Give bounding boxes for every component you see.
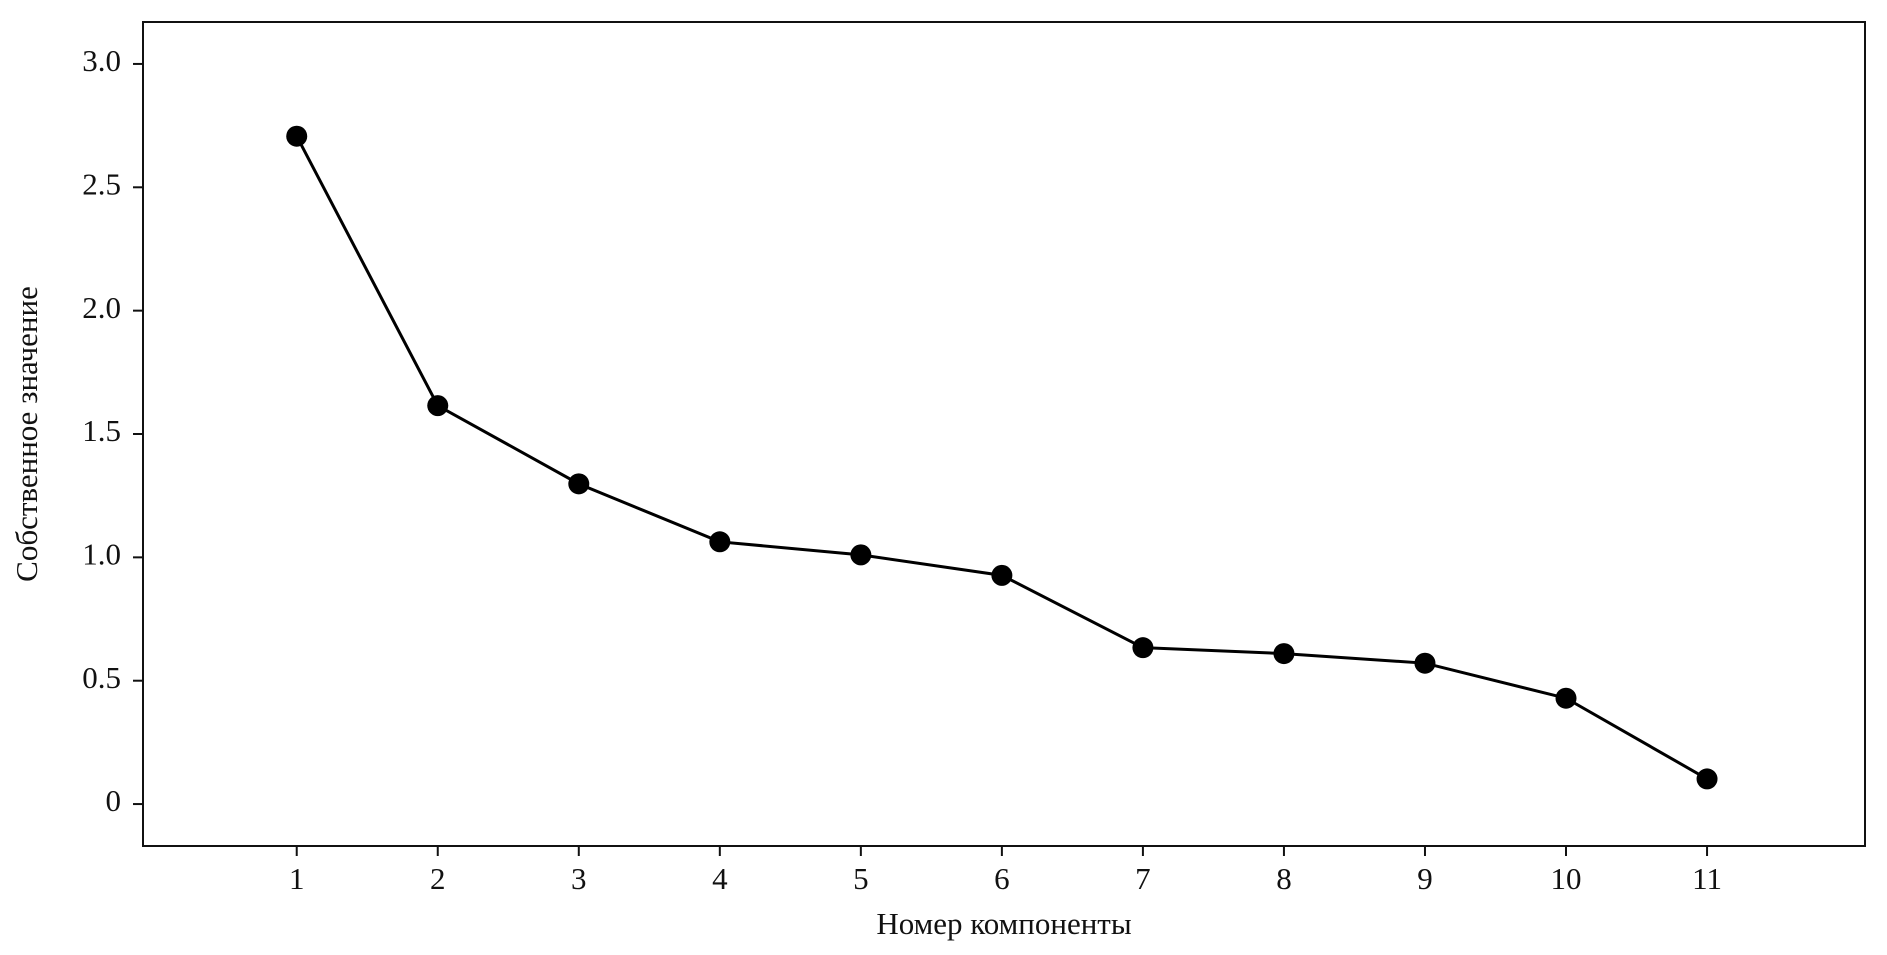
data-point xyxy=(427,395,449,417)
x-tick-label: 5 xyxy=(853,861,869,896)
y-tick-label: 3.0 xyxy=(82,43,121,78)
x-tick-label: 8 xyxy=(1276,861,1292,896)
data-point xyxy=(1555,687,1577,709)
y-tick-label: 2.0 xyxy=(82,290,121,325)
data-point xyxy=(1696,768,1718,790)
x-tick-label: 7 xyxy=(1135,861,1151,896)
data-point xyxy=(286,125,308,147)
data-point xyxy=(850,544,872,566)
x-axis-label: Номер компоненты xyxy=(876,906,1132,941)
data-point xyxy=(1273,643,1295,665)
y-tick-label: 2.5 xyxy=(82,166,121,201)
y-tick-label: 1.0 xyxy=(82,536,121,571)
x-tick-label: 9 xyxy=(1417,861,1433,896)
x-tick-label: 11 xyxy=(1692,861,1722,896)
y-tick-label: 1.5 xyxy=(82,413,121,448)
y-axis-label: Собственное значение xyxy=(9,286,44,582)
y-tick-label: 0.5 xyxy=(82,660,121,695)
y-tick-label: 0 xyxy=(106,783,122,818)
series-line xyxy=(295,135,1708,781)
x-tick-label: 10 xyxy=(1551,861,1582,896)
data-point xyxy=(568,473,590,495)
x-tick-label: 1 xyxy=(289,861,305,896)
x-tick-label: 4 xyxy=(712,861,728,896)
data-point xyxy=(1132,637,1154,659)
data-point xyxy=(1414,652,1436,674)
x-tick-label: 2 xyxy=(430,861,446,896)
x-tick-label: 6 xyxy=(994,861,1010,896)
x-tick-label: 3 xyxy=(571,861,587,896)
data-point xyxy=(709,531,731,553)
data-point xyxy=(991,564,1013,586)
